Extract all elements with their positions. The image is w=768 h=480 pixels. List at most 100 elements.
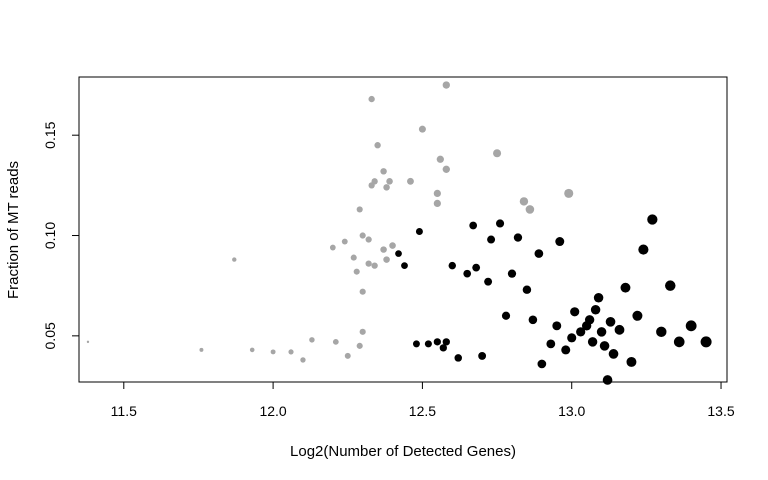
data-point xyxy=(564,188,574,198)
data-point xyxy=(232,257,237,262)
data-point xyxy=(359,232,366,239)
data-point xyxy=(344,352,351,359)
data-point xyxy=(632,310,643,321)
data-point xyxy=(685,320,697,332)
data-point xyxy=(584,315,595,325)
data-point xyxy=(332,338,339,345)
data-point xyxy=(487,235,496,244)
data-point xyxy=(673,336,685,348)
data-point xyxy=(249,347,255,353)
data-point xyxy=(519,197,529,206)
data-point xyxy=(593,292,604,303)
data-point xyxy=(590,305,601,315)
data-point xyxy=(395,250,402,257)
data-points xyxy=(86,81,712,385)
data-point xyxy=(407,177,414,185)
x-axis-label: Log2(Number of Detected Genes) xyxy=(290,443,516,460)
data-point xyxy=(350,254,357,261)
data-point xyxy=(436,155,444,163)
data-point xyxy=(537,359,547,369)
x-tick-label: 13.5 xyxy=(707,403,734,419)
data-point xyxy=(647,214,658,225)
data-point xyxy=(270,349,276,355)
data-point xyxy=(614,324,625,335)
x-axis: 11.5 12.0 12.5 13.0 13.5 xyxy=(111,381,735,419)
data-point xyxy=(442,165,450,173)
x-tick-label: 12.0 xyxy=(259,403,286,419)
y-axis-label: Fraction of MT reads xyxy=(5,161,22,299)
data-point xyxy=(608,349,619,359)
data-point xyxy=(288,349,294,355)
data-point xyxy=(359,288,366,295)
data-point xyxy=(371,178,378,185)
data-point xyxy=(552,321,562,331)
data-point xyxy=(329,244,336,251)
data-point xyxy=(602,375,613,385)
data-point xyxy=(656,326,667,338)
data-point xyxy=(495,219,505,228)
data-point xyxy=(433,338,441,346)
data-point xyxy=(374,142,381,149)
data-point xyxy=(439,344,447,352)
data-point xyxy=(567,333,577,343)
data-point xyxy=(528,315,538,325)
y-tick-label: 0.10 xyxy=(42,222,58,249)
data-point xyxy=(587,337,598,347)
y-tick-label: 0.15 xyxy=(42,121,58,148)
data-point xyxy=(412,340,420,348)
data-point xyxy=(356,342,363,349)
data-point xyxy=(442,81,450,89)
data-point xyxy=(596,327,607,337)
data-point xyxy=(380,168,387,175)
y-tick-label: 0.05 xyxy=(42,322,58,349)
data-point xyxy=(478,351,487,360)
data-point xyxy=(433,199,441,208)
data-point xyxy=(546,339,556,349)
data-point xyxy=(469,221,478,230)
x-tick-label: 11.5 xyxy=(111,403,137,419)
y-axis: 0.05 0.10 0.15 xyxy=(42,121,80,349)
data-point xyxy=(383,256,390,263)
data-point xyxy=(700,336,712,348)
data-point xyxy=(484,277,493,286)
data-point xyxy=(418,125,426,133)
data-point xyxy=(415,228,423,235)
data-point xyxy=(389,242,396,249)
data-point xyxy=(555,237,565,247)
data-point xyxy=(365,236,372,243)
data-point xyxy=(493,149,502,158)
data-point xyxy=(570,307,580,317)
data-point xyxy=(356,206,363,213)
data-point xyxy=(561,345,571,355)
data-point xyxy=(472,263,481,272)
x-tick-label: 12.5 xyxy=(409,403,436,419)
data-point xyxy=(513,233,523,242)
data-point xyxy=(424,340,432,348)
data-point xyxy=(371,262,378,269)
data-point xyxy=(401,262,408,269)
data-point xyxy=(576,327,586,337)
data-point xyxy=(341,238,348,245)
data-point xyxy=(199,347,204,352)
data-point xyxy=(665,280,676,291)
data-point xyxy=(605,316,616,327)
data-point xyxy=(309,337,315,343)
data-point xyxy=(448,261,456,270)
data-point xyxy=(525,205,535,214)
data-point xyxy=(599,341,610,351)
data-point xyxy=(501,311,511,320)
data-point xyxy=(442,338,450,346)
data-point xyxy=(300,357,306,363)
data-point xyxy=(620,282,631,293)
data-point xyxy=(433,189,441,198)
data-point xyxy=(383,184,390,191)
data-point xyxy=(507,269,517,278)
data-point xyxy=(386,178,393,185)
data-point xyxy=(380,246,387,253)
data-point xyxy=(534,249,544,258)
data-point xyxy=(463,269,472,278)
data-point xyxy=(638,244,649,255)
data-point xyxy=(368,95,375,103)
data-point xyxy=(522,285,532,294)
